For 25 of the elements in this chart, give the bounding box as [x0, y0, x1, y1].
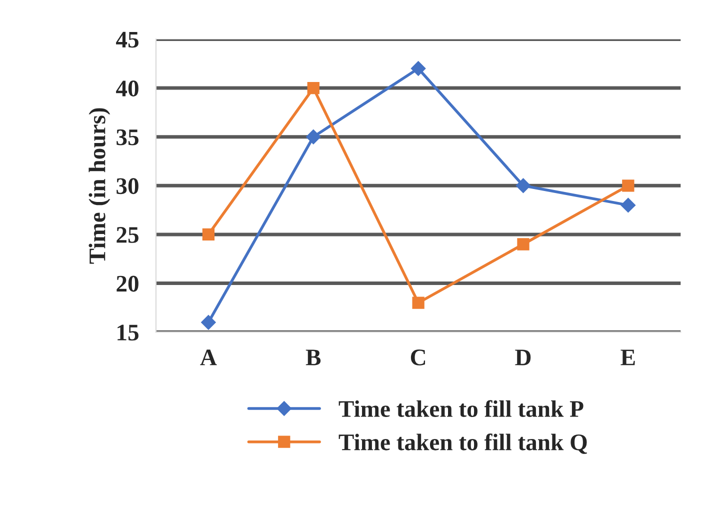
point: [620, 198, 636, 213]
point: [412, 296, 424, 309]
point: [202, 228, 215, 241]
point: [306, 129, 321, 144]
point: [201, 314, 216, 330]
y-tick-label: 15: [118, 324, 138, 341]
y-tick-label: 40: [116, 80, 138, 96]
y-axis-title: Time (in hours): [88, 108, 110, 264]
x-tick-label: D: [515, 350, 531, 366]
y-tick-label: 20: [116, 276, 138, 292]
y-tick-label: 30: [116, 178, 138, 194]
y-tick-label: 25: [116, 227, 138, 243]
point: [622, 180, 634, 192]
legend-label: Time taken to fill tank Q: [338, 433, 587, 454]
point: [517, 238, 530, 250]
x-tick-label: B: [306, 350, 321, 366]
legend-label: Time taken to fill tank P: [338, 400, 584, 417]
x-tick-label: E: [620, 350, 635, 366]
x-tick-label: C: [410, 350, 426, 366]
point: [410, 61, 426, 76]
point: [307, 82, 320, 94]
x-tick-label: A: [200, 350, 217, 366]
point: [516, 178, 531, 194]
y-tick-label: 45: [116, 32, 138, 48]
y-tick-label: 35: [116, 129, 138, 146]
